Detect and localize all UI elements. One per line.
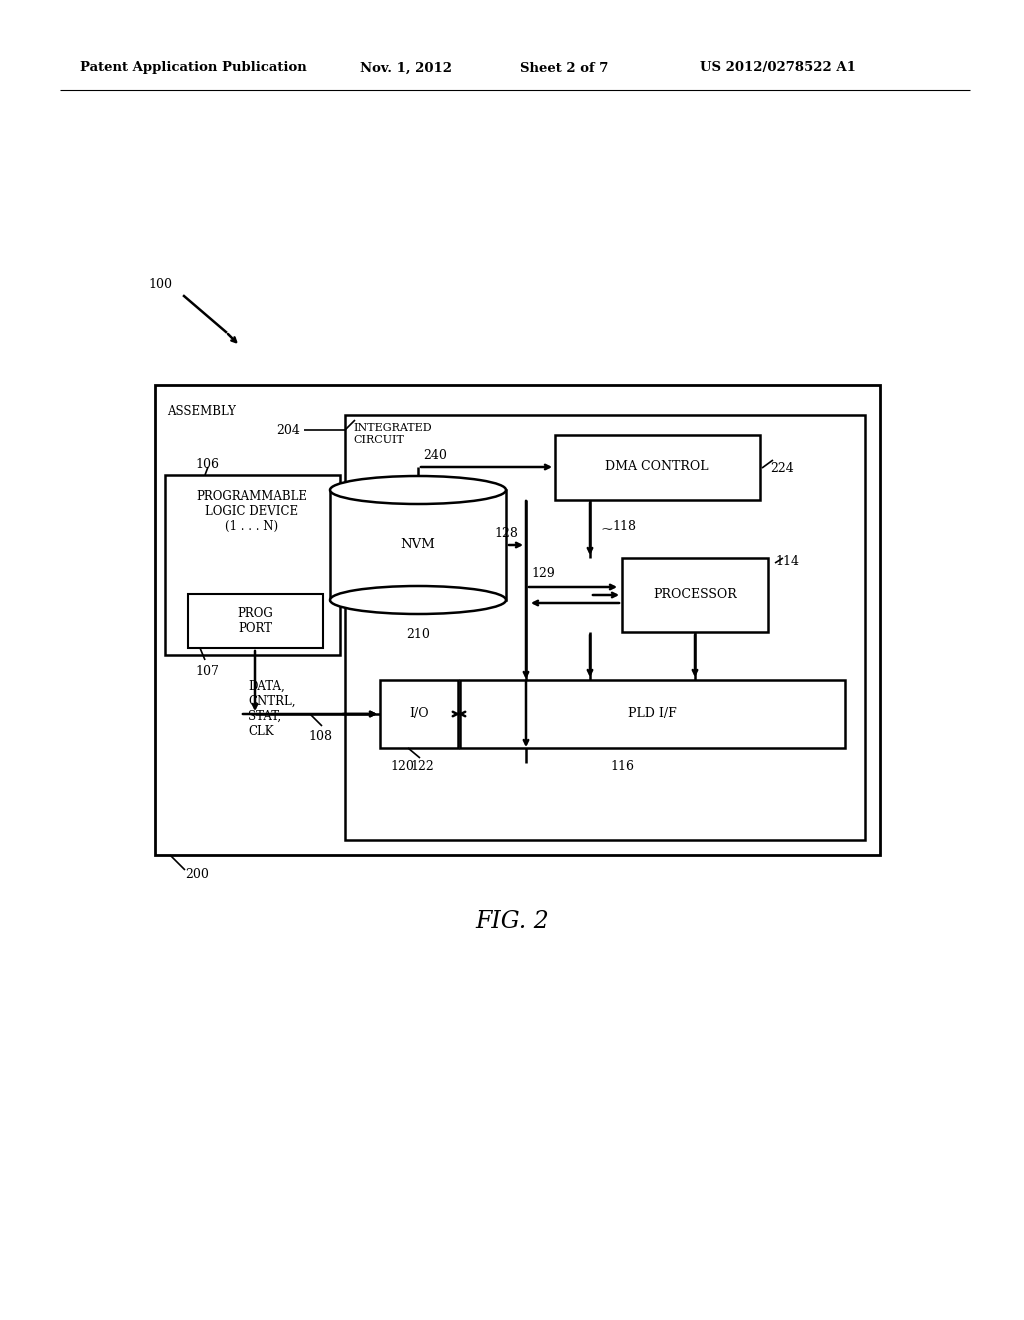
Ellipse shape	[330, 477, 506, 504]
Text: 100: 100	[148, 279, 172, 292]
Text: Sheet 2 of 7: Sheet 2 of 7	[520, 62, 608, 74]
Text: 120: 120	[390, 760, 414, 774]
Text: 129: 129	[531, 568, 555, 579]
Text: 107: 107	[195, 665, 219, 678]
Text: 108: 108	[308, 730, 332, 743]
Text: 114: 114	[775, 554, 799, 568]
Text: US 2012/0278522 A1: US 2012/0278522 A1	[700, 62, 856, 74]
Bar	[155, 385, 880, 855]
Text: PROCESSOR: PROCESSOR	[653, 589, 737, 602]
Bar	[622, 558, 768, 632]
Text: 118: 118	[612, 520, 636, 533]
Text: ASSEMBLY: ASSEMBLY	[167, 405, 236, 418]
Text: PROG
PORT: PROG PORT	[238, 607, 272, 635]
Text: DMA CONTROL: DMA CONTROL	[605, 461, 709, 474]
Bar	[165, 475, 340, 655]
Text: DATA,
CNTRL,
STAT,
CLK: DATA, CNTRL, STAT, CLK	[248, 680, 296, 738]
Bar	[555, 436, 760, 500]
Text: 204: 204	[276, 424, 300, 437]
Ellipse shape	[330, 586, 506, 614]
Bar	[460, 680, 845, 748]
Text: ~: ~	[600, 523, 612, 537]
Text: NVM: NVM	[400, 539, 435, 552]
Text: PROGRAMMABLE
LOGIC DEVICE
(1 . . . N): PROGRAMMABLE LOGIC DEVICE (1 . . . N)	[197, 490, 307, 533]
Bar	[345, 414, 865, 840]
Text: 122: 122	[411, 760, 434, 774]
Text: Patent Application Publication: Patent Application Publication	[80, 62, 307, 74]
Text: Nov. 1, 2012: Nov. 1, 2012	[360, 62, 452, 74]
Text: PLD I/F: PLD I/F	[628, 708, 677, 721]
Text: 106: 106	[195, 458, 219, 471]
Bar	[188, 594, 323, 648]
Text: FIG. 2: FIG. 2	[475, 909, 549, 933]
Text: 224: 224	[770, 462, 794, 474]
Text: INTEGRATED
CIRCUIT: INTEGRATED CIRCUIT	[353, 422, 432, 445]
Text: I/O: I/O	[410, 708, 429, 721]
Text: 116: 116	[610, 760, 634, 774]
Bar	[330, 490, 506, 601]
Text: 200: 200	[185, 869, 209, 882]
Text: 210: 210	[407, 628, 430, 642]
Bar	[380, 680, 458, 748]
Text: 240: 240	[423, 449, 446, 462]
Text: 128: 128	[495, 527, 518, 540]
